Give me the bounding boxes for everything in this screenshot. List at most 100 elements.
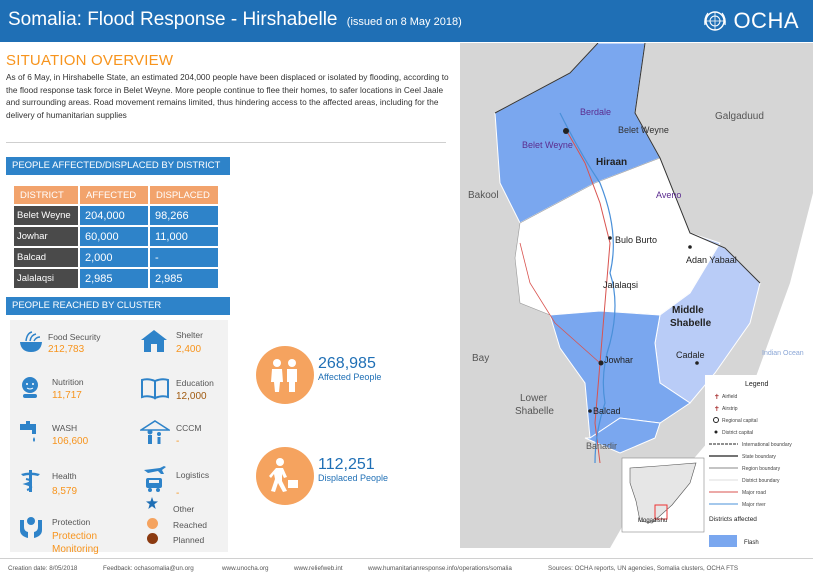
issued-date: (issued on 8 May 2018) (346, 16, 462, 28)
balcad-region (584, 417, 661, 454)
district-section-title: PEOPLE AFFECTED/DISPLACED BY DISTRICT (6, 157, 230, 175)
legend-planned-label: Planned (173, 535, 205, 545)
table-header-row: DISTRICT AFFECTED DISPLACED (14, 186, 218, 204)
legend-district-capital: District capital (722, 430, 753, 436)
legend-flash-label: Flash (744, 540, 759, 546)
cluster-value: 8,579 (52, 486, 78, 497)
flood-map: Belet Weyne Berdale Belet Weyne Hiraan G… (460, 43, 813, 548)
map-label-belet-weyne-district: Belet Weyne (522, 140, 573, 150)
people-icon (271, 359, 297, 392)
displaced-people-value: 112,251 (318, 456, 375, 473)
food-bowl-icon (20, 331, 42, 352)
affected-cell: 60,000 (80, 227, 148, 246)
table-row: Belet Weyne 204,000 98,266 (14, 206, 218, 225)
state-boundary (494, 43, 761, 284)
major-road (519, 242, 601, 364)
reached-dot-icon (147, 518, 158, 529)
cluster-section-title: PEOPLE REACHED BY CLUSTER (6, 297, 230, 315)
footer-link-reliefweb[interactable]: www.reliefweb.int (294, 565, 343, 572)
displaced-person-icon (269, 458, 298, 492)
regional-capital-marker (563, 128, 569, 134)
un-emblem-icon (704, 11, 727, 31)
table-row: Jalalaqsi 2,985 2,985 (14, 269, 218, 288)
affected-people-circle (256, 346, 314, 404)
table-header-affected: AFFECTED (80, 186, 148, 204)
table-header-displaced: DISPLACED (150, 186, 218, 204)
displaced-cell: 11,000 (150, 227, 218, 246)
table-row: Balcad 2,000 - (14, 248, 218, 267)
cluster-value: Protection Monitoring (52, 531, 99, 555)
displaced-cell: - (150, 248, 218, 267)
district-cell: Jalalaqsi (14, 269, 78, 288)
map-label-berdale: Berdale (580, 107, 611, 117)
cluster-name: Logistics (176, 470, 210, 480)
map-label-aveno: Aveno (656, 190, 681, 200)
district-capital-marker (608, 236, 612, 240)
cluster-name: Education (176, 378, 214, 388)
inset-label-mogadishu: Mogadishu (638, 518, 667, 524)
cluster-value: 2,400 (176, 344, 202, 355)
jowhar-region (549, 310, 691, 439)
major-river (559, 112, 616, 464)
map-label-middle: Middle (672, 305, 704, 316)
cluster-value: - (176, 436, 180, 447)
cluster-name: Nutrition (52, 377, 84, 387)
map-legend-title: Legend (745, 381, 768, 388)
map-label-balcad: Balcad (593, 406, 621, 416)
affected-cell: 204,000 (80, 206, 148, 225)
table-row: Jowhar 60,000 11,000 (14, 227, 218, 246)
legend-district-boundary: District boundary (742, 478, 780, 484)
legend-reached-label: Reached (173, 520, 208, 530)
situation-overview-text: As of 6 May, in Hirshabelle State, an es… (6, 72, 449, 120)
cluster-name: Food Security (48, 332, 101, 342)
affected-people-label: Affected People (318, 372, 382, 382)
regional-capital-icon (713, 417, 719, 423)
district-cell: Belet Weyne (14, 206, 78, 225)
affected-cell: 2,000 (80, 248, 148, 267)
footer-creation-date: Creation date: 8/05/2018 (8, 565, 78, 572)
legend-other-label: Other (173, 504, 195, 514)
map-label-cadale: Cadale (676, 350, 705, 360)
map-legend-panel (705, 375, 813, 547)
affected-cell: 2,985 (80, 269, 148, 288)
cluster-name: Shelter (176, 330, 203, 340)
cluster-value: 11,717 (52, 390, 82, 401)
affected-people-value: 268,985 (318, 355, 376, 372)
ocha-logo: OCHA (702, 7, 799, 35)
cluster-name: Protection (52, 517, 91, 527)
nutrition-baby-icon (22, 377, 38, 398)
footer: Creation date: 8/05/2018 Feedback: ochas… (0, 558, 813, 575)
cluster-value: 212,783 (48, 344, 85, 355)
shelter-house-icon (141, 330, 167, 352)
displaced-people-label: Displaced People (318, 473, 389, 483)
map-label-jowhar: Jowhar (604, 355, 633, 365)
cluster-name: WASH (52, 423, 78, 433)
district-capital-marker (588, 409, 592, 413)
water-tap-icon (20, 421, 36, 442)
divider (6, 142, 446, 143)
map-label-indian-ocean: Indian Ocean (762, 350, 804, 357)
district-cell: Jowhar (14, 227, 78, 246)
district-capital-icon (714, 430, 718, 434)
footer-link-humanitarianresponse[interactable]: www.humanitarianresponse.info/operations… (368, 565, 512, 572)
map-label-shabelle: Shabelle (670, 318, 712, 329)
legend-state-boundary: State boundary (742, 454, 776, 460)
regional-capital-marker (598, 360, 604, 366)
situation-overview-title: SITUATION OVERVIEW (6, 52, 174, 69)
footer-link-unocha[interactable]: www.unocha.org (222, 565, 269, 572)
map-label-jalalaqsi: Jalalaqsi (603, 280, 638, 290)
cccm-family-icon (140, 420, 170, 444)
legend-flash-swatch (709, 535, 737, 547)
header-bar: Somalia: Flood Response - Hirshabelle (i… (0, 0, 813, 42)
district-table: DISTRICT AFFECTED DISPLACED Belet Weyne … (12, 184, 220, 290)
legend-regional-capital: Regional capital (722, 418, 758, 424)
legend-region-boundary: Region boundary (742, 466, 781, 472)
legend-districts-affected: Districts affected (709, 516, 757, 523)
major-road (564, 127, 611, 464)
map-label-hiraan: Hiraan (596, 157, 627, 168)
inset-highlight (654, 504, 668, 520)
map-label-adan-yabaal: Adan Yabaal (686, 255, 737, 265)
displaced-people-circle (256, 447, 314, 505)
footer-sources: Sources: OCHA reports, UN agencies, Soma… (548, 565, 739, 572)
protection-hands-icon (20, 517, 42, 538)
